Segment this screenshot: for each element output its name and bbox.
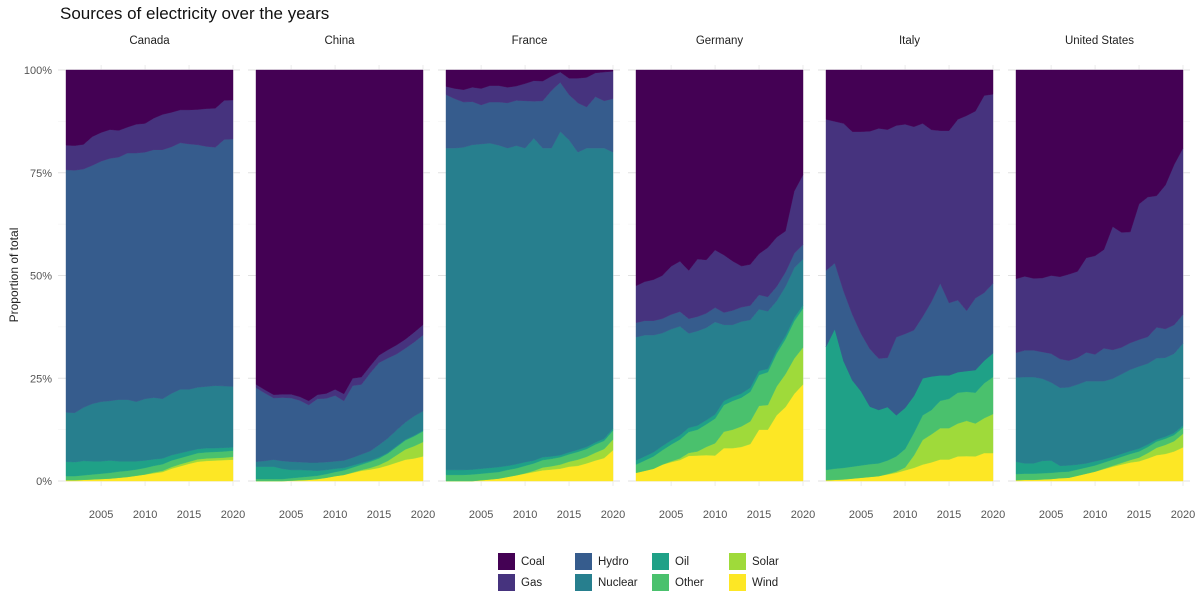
area-france-nuclear xyxy=(445,131,614,471)
facet-label: Canada xyxy=(129,35,170,47)
x-tick-label: 2020 xyxy=(601,509,625,521)
x-tick-label: 2015 xyxy=(557,509,581,521)
facet-label: China xyxy=(324,35,355,47)
x-tick-label: 2010 xyxy=(323,509,347,521)
x-tick-label: 2010 xyxy=(133,509,157,521)
legend-swatch xyxy=(729,553,746,570)
legend-label: Hydro xyxy=(598,555,629,568)
legend-label: Other xyxy=(675,576,704,589)
legend-swatch xyxy=(498,553,515,570)
area-china-coal xyxy=(255,69,424,402)
facet-label: France xyxy=(512,35,548,47)
legend-swatch xyxy=(498,574,515,591)
x-tick-label: 2015 xyxy=(367,509,391,521)
legend-label: Gas xyxy=(521,576,543,589)
legend-item-hydro: Hydro xyxy=(575,553,642,570)
legend-swatch xyxy=(575,553,592,570)
area-italy-coal xyxy=(825,69,994,132)
y-tick-label: 25% xyxy=(30,373,52,385)
x-tick-label: 2020 xyxy=(1171,509,1195,521)
y-tick-label: 100% xyxy=(24,65,52,77)
legend-label: Nuclear xyxy=(598,576,638,589)
area-united-states-coal xyxy=(1015,69,1184,280)
chart-title: Sources of electricity over the years xyxy=(60,4,330,23)
area-canada-coal xyxy=(65,69,234,146)
area-germany-coal xyxy=(635,69,804,287)
legend-item-gas: Gas xyxy=(498,574,565,591)
area-canada-hydro xyxy=(65,138,234,413)
x-tick-label: 2020 xyxy=(981,509,1005,521)
legend-swatch xyxy=(729,574,746,591)
legend-item-oil: Oil xyxy=(652,553,719,570)
x-tick-label: 2020 xyxy=(411,509,435,521)
legend-swatch xyxy=(652,574,669,591)
legend-swatch xyxy=(652,553,669,570)
x-tick-label: 2005 xyxy=(89,509,113,521)
legend-swatch xyxy=(575,574,592,591)
x-tick-label: 2015 xyxy=(1127,509,1151,521)
x-tick-label: 2010 xyxy=(703,509,727,521)
x-tick-label: 2010 xyxy=(893,509,917,521)
x-tick-label: 2020 xyxy=(221,509,245,521)
chart-legend: Coal Hydro Oil Solar Gas Nuclear Other Wind xyxy=(498,553,796,591)
legend-label: Wind xyxy=(752,576,779,589)
facet-label: United States xyxy=(1065,35,1134,47)
x-tick-label: 2005 xyxy=(849,509,873,521)
y-tick-label: 0% xyxy=(36,476,52,488)
legend-item-wind: Wind xyxy=(729,574,796,591)
x-tick-label: 2010 xyxy=(513,509,537,521)
legend-item-nuclear: Nuclear xyxy=(575,574,642,591)
legend-item-other: Other xyxy=(652,574,719,591)
legend-label: Oil xyxy=(675,555,690,568)
x-tick-label: 2005 xyxy=(659,509,683,521)
y-tick-label: 75% xyxy=(30,168,52,180)
facet-label: Germany xyxy=(696,35,744,47)
legend-label: Coal xyxy=(521,555,545,568)
legend-label: Solar xyxy=(752,555,779,568)
x-tick-label: 2015 xyxy=(177,509,201,521)
x-tick-label: 2020 xyxy=(791,509,815,521)
x-tick-label: 2005 xyxy=(1039,509,1063,521)
area-france-coal xyxy=(445,69,614,90)
x-tick-label: 2005 xyxy=(279,509,303,521)
legend-item-coal: Coal xyxy=(498,553,565,570)
x-tick-label: 2015 xyxy=(747,509,771,521)
y-tick-label: 50% xyxy=(30,271,52,283)
x-tick-label: 2005 xyxy=(469,509,493,521)
x-tick-label: 2010 xyxy=(1083,509,1107,521)
legend-item-solar: Solar xyxy=(729,553,796,570)
x-tick-label: 2015 xyxy=(937,509,961,521)
facet-label: Italy xyxy=(899,35,920,47)
